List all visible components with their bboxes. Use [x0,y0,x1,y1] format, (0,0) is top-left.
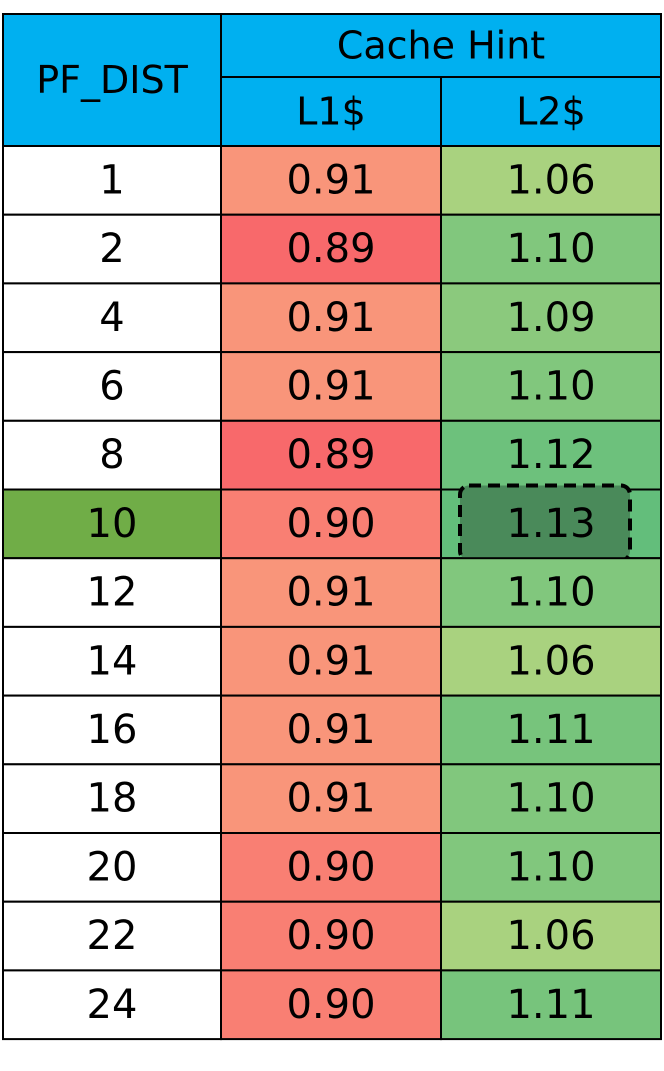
header-cache-hint-cell [220,13,662,78]
l1-value: 0.89 [286,226,375,272]
l1-value: 0.91 [286,363,375,409]
l2-cell [440,900,662,972]
pf-dist-cell [2,419,222,491]
l1-value: 0.91 [286,638,375,684]
l2-cell [440,763,662,834]
pf-dist-value: 16 [87,707,138,753]
l1-value: 0.90 [286,844,375,890]
pf-dist-value: 14 [87,638,138,684]
l2-value: 1.10 [506,363,595,409]
pf-dist-cell [2,900,222,972]
l2-value: 1.06 [506,913,595,959]
pf-dist-cell [2,488,222,560]
l2-value: 1.06 [506,638,595,684]
header-l1-label: L1$ [296,90,366,134]
pf-dist-cell [2,694,222,766]
pf-dist-value: 18 [87,776,138,822]
l1-cell [220,557,442,628]
l1-value: 0.91 [286,707,375,753]
l1-value: 0.91 [286,157,375,203]
pf-dist-value: 20 [87,844,138,890]
l1-cell [220,488,442,560]
l1-value: 0.91 [286,776,375,822]
l2-value: 1.11 [506,982,595,1028]
l1-cell [220,763,442,834]
l2-cell [440,419,662,491]
l2-value: 1.13 [506,501,595,547]
l2-cell [440,969,662,1041]
header-cache-hint-label: Cache Hint [337,24,545,68]
header-l1-cell [220,76,442,147]
l1-value: 0.90 [286,913,375,959]
pf-dist-value: 2 [99,226,124,272]
pf-dist-value: 10 [87,501,138,547]
pf-dist-cell [2,213,222,285]
pf-dist-value: 22 [87,913,138,959]
pf-dist-cell [2,832,222,903]
pf-dist-value: 24 [87,982,138,1028]
l1-value: 0.90 [286,982,375,1028]
l1-value: 0.91 [286,570,375,616]
l1-cell [220,969,442,1041]
l1-cell [220,419,442,491]
l2-value: 1.09 [506,295,595,341]
l2-value: 1.10 [506,570,595,616]
l2-value: 1.10 [506,844,595,890]
l2-cell [440,213,662,285]
l1-value: 0.91 [286,295,375,341]
pf-dist-value: 6 [99,363,124,409]
l2-value: 1.10 [506,776,595,822]
l2-cell [440,351,662,422]
header-pf-dist-cell [2,13,222,147]
header-l2-cell [440,76,662,147]
l2-value: 1.06 [506,157,595,203]
pf-dist-value: 8 [99,432,124,478]
l2-cell [440,832,662,903]
l2-value: 1.12 [506,432,595,478]
l2-value: 1.10 [506,226,595,272]
l1-value: 0.89 [286,432,375,478]
l1-value: 0.90 [286,501,375,547]
l2-cell [440,694,662,766]
pf-dist-value: 12 [87,570,138,616]
l1-cell [220,282,442,354]
l2-value: 1.11 [506,707,595,753]
pf-dist-cell [2,351,222,422]
l2-cell [440,625,662,697]
pf-dist-cell [2,969,222,1041]
pf-dist-value: 1 [99,157,124,203]
header-l2-label: L2$ [516,90,586,134]
pf-dist-value: 4 [99,295,124,341]
header-pf-dist-label: PF_DIST [36,58,188,102]
l1-cell [220,145,442,216]
